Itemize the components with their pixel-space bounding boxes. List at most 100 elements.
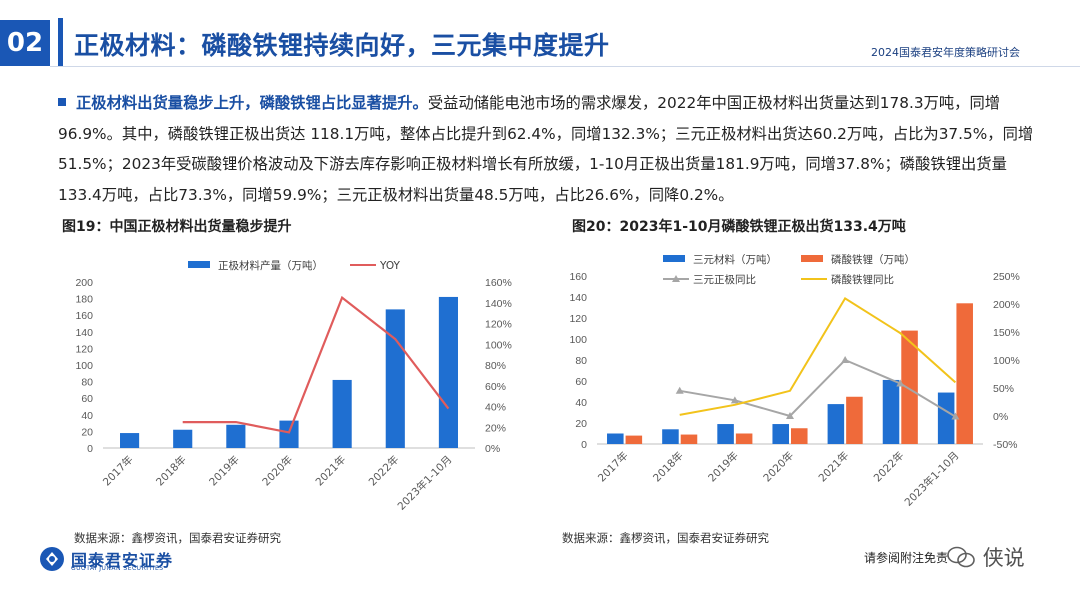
chart1-right-tick-label: 100%	[485, 339, 512, 351]
chart2-legend-swatch	[663, 255, 685, 262]
chart2-legend-label: 三元材料（万吨）	[693, 253, 777, 266]
chart2-right-tick-label: 0%	[993, 411, 1008, 423]
chart2-right-tick-label: 100%	[993, 355, 1020, 367]
chart1-left-tick-label: 20	[81, 426, 93, 438]
chart2-x-tick-label: 2018年	[650, 449, 686, 485]
chart1-x-tick-label: 2022年	[366, 453, 402, 489]
chart2-bar	[882, 379, 900, 444]
chart2-x-tick-label: 2021年	[816, 449, 852, 485]
watermark: 侠说	[946, 542, 1025, 572]
chart2-legend-marker	[672, 275, 680, 282]
chart2-x-tick-label: 2023年1-10月	[902, 449, 962, 509]
chart2-bar	[607, 433, 624, 444]
chart2-bar	[662, 429, 679, 444]
chart1-svg: 0 20 40 60 80 100 120 140 160 180 200 0% 20% 40% 60% 80…	[75, 259, 512, 513]
chart2-bar	[625, 435, 643, 444]
chart1-right-tick-label: 40%	[485, 402, 506, 414]
chart2-left-tick-label: 60	[575, 376, 587, 388]
chart1-bar	[438, 296, 458, 448]
chart2-right-tick-label: 250%	[993, 271, 1020, 283]
chart1-left-tick-label: 60	[81, 393, 93, 405]
chart1-line-series	[182, 295, 450, 434]
chart2-x-tick-label: 2020年	[761, 449, 797, 485]
chart1-left-tick-label: 140	[75, 327, 93, 339]
chart1-right-tick-label: 0%	[485, 443, 500, 455]
chart2-line-marker	[951, 412, 960, 420]
company-logo: 国泰君安证券 GUOTAI JUNAN SECURITIES	[38, 545, 198, 575]
chart2-bar	[827, 404, 845, 444]
chart1-right-tick-label: 80%	[485, 360, 506, 372]
chart1-left-tick-label: 180	[75, 294, 93, 306]
chart2-right-tick-label: -50%	[993, 439, 1018, 451]
chart2-left-tick-label: 80	[575, 355, 587, 367]
chart1-bar	[332, 379, 352, 448]
chart2-line-series	[679, 358, 956, 418]
chart2-right-tick-label: 200%	[993, 299, 1020, 311]
chart1-bar	[385, 309, 405, 448]
chart2-left-tick-label: 20	[575, 418, 587, 430]
chart1-x-tick-label: 2023年1-10月	[395, 453, 455, 513]
chart1-left-tick-label: 160	[75, 310, 93, 322]
chart1-bar	[173, 429, 193, 448]
chart2-line-series	[679, 297, 957, 416]
chart1-bar	[226, 424, 246, 448]
chart2-left-tick-label: 120	[569, 313, 587, 325]
chart1-left-tick-label: 40	[81, 410, 93, 422]
chart2-left-tick-label: 140	[569, 292, 587, 304]
chart2-bar	[735, 433, 753, 444]
chart2-title: 图20：2023年1-10月磷酸铁锂正极出货133.4万吨	[572, 219, 906, 235]
chart2-legend-label: 磷酸铁锂（万吨）	[831, 253, 915, 266]
chart1-source: 数据来源：鑫椤资讯，国泰君安证券研究	[74, 531, 281, 545]
chart1-x-tick-label: 2021年	[313, 453, 349, 489]
summary-lead: 正极材料出货量稳步上升，磷酸铁锂占比显著提升。	[76, 94, 428, 112]
chart1-left-tick-label: 0	[87, 443, 93, 455]
chart2-right-tick-label: 50%	[993, 383, 1014, 395]
chart2-bar	[791, 428, 808, 444]
chart2-bar	[956, 303, 973, 444]
logo-mark-icon	[40, 547, 64, 571]
chart1-x-tick-label: 2017年	[100, 453, 136, 489]
chart2-x-tick-label: 2017年	[595, 449, 631, 485]
chart2-bar	[680, 434, 698, 444]
chart2-left-tick-label: 0	[581, 439, 587, 451]
chart2-x-tick-label: 2022年	[871, 449, 907, 485]
chart1-left-tick-label: 80	[81, 377, 93, 389]
chart1-left-tick-label: 120	[75, 343, 93, 355]
chart1-x-tick-label: 2020年	[260, 453, 296, 489]
event-name: 2024国泰君安年度策略研讨会	[871, 46, 1020, 59]
chart2-right-tick-label: 150%	[993, 327, 1020, 339]
chart2-bar	[937, 392, 955, 444]
logo-english: GUOTAI JUNAN SECURITIES	[71, 565, 164, 572]
watermark-text: 侠说	[982, 546, 1025, 570]
header: 02 正极材料：磷酸铁锂持续向好，三元集中度提升 2024国泰君安年度策略研讨会	[0, 0, 1080, 78]
summary-paragraph: 正极材料出货量稳步上升，磷酸铁锂占比显著提升。受益动储能电池市场的需求爆发，20…	[58, 88, 1048, 210]
title-accent-bar	[58, 18, 63, 66]
chart2-line-marker	[896, 379, 905, 387]
chart1-legend-label: YOY	[379, 260, 401, 272]
chart2-x-tick-label: 2019年	[705, 449, 741, 485]
chart1-title: 图19：中国正极材料出货量稳步提升	[62, 219, 292, 235]
chart1-left-tick-label: 200	[75, 277, 93, 289]
chart1-right-tick-label: 120%	[485, 319, 512, 331]
chart1-right-tick-label: 20%	[485, 422, 506, 434]
chart1-legend-label: 正极材料产量（万吨）	[218, 259, 323, 272]
section-number: 02	[0, 20, 50, 66]
chart2-left-tick-label: 160	[569, 271, 587, 283]
page-title: 正极材料：磷酸铁锂持续向好，三元集中度提升	[74, 31, 610, 60]
logo-name: 国泰君安证券	[71, 551, 174, 570]
chart2-line-marker	[786, 412, 794, 419]
chart2-bar	[717, 424, 734, 444]
disclaimer-text: 请参阅附注免责	[864, 551, 949, 565]
chart2-line-marker	[841, 356, 850, 363]
chart2-line-marker	[675, 386, 684, 394]
wechat-icon	[947, 546, 975, 568]
chart1-x-tick-label: 2019年	[206, 453, 242, 489]
chart1-right-tick-label: 140%	[485, 298, 512, 310]
chart1-left-tick-label: 100	[75, 360, 93, 372]
bullet-square-icon	[58, 98, 66, 106]
chart1-legend-swatch	[188, 261, 210, 268]
chart2-bar	[772, 424, 789, 444]
chart1-bar	[279, 420, 299, 448]
chart2-legend-swatch	[801, 255, 823, 262]
chart1-right-tick-label: 160%	[485, 277, 512, 289]
